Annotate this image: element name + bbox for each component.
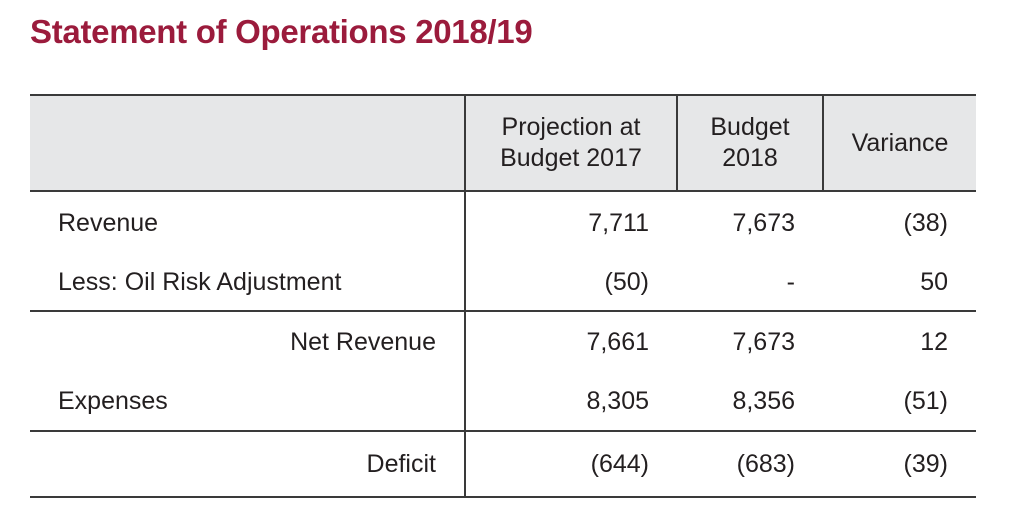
row-projection: (644) xyxy=(464,431,677,497)
header-budget-line2: 2018 xyxy=(722,144,778,172)
page-title: Statement of Operations 2018/19 xyxy=(30,13,533,50)
row-projection: 7,661 xyxy=(464,311,677,372)
table-header: Projection at Budget 2017 Budget 2018 Va… xyxy=(30,95,976,191)
header-label-cell xyxy=(30,95,465,191)
table-row-net-revenue: Net Revenue 7,661 7,673 12 xyxy=(30,311,976,372)
row-budget: 8,356 xyxy=(732,386,795,415)
row-variance: (39) xyxy=(903,449,948,478)
header-row: Projection at Budget 2017 Budget 2018 Va… xyxy=(30,95,976,191)
header-projection: Projection at Budget 2017 xyxy=(464,95,677,191)
row-variance: (38) xyxy=(903,208,948,237)
header-variance: Variance xyxy=(822,95,976,191)
table-row-oil-risk-adjustment: Less: Oil Risk Adjustment (50) - 50 xyxy=(30,254,976,311)
row-label: Net Revenue xyxy=(290,327,436,356)
header-projection-line1: Projection at xyxy=(501,113,641,141)
header-budget-line1: Budget xyxy=(710,113,790,141)
row-budget: 7,673 xyxy=(732,327,795,356)
row-variance: (51) xyxy=(903,386,948,415)
row-projection: 8,305 xyxy=(464,372,677,431)
table-body: Revenue 7,711 7,673 (38) Less: Oil Risk … xyxy=(30,191,976,497)
row-projection: 7,711 xyxy=(464,191,677,254)
statement-table: Projection at Budget 2017 Budget 2018 Va… xyxy=(30,94,976,498)
row-label: Expenses xyxy=(58,386,168,415)
table-row-expenses: Expenses 8,305 8,356 (51) xyxy=(30,372,976,431)
row-variance: 12 xyxy=(920,327,948,356)
row-label: Less: Oil Risk Adjustment xyxy=(58,267,342,296)
row-budget: 7,673 xyxy=(732,208,795,237)
table-row-deficit: Deficit (644) (683) (39) xyxy=(30,431,976,497)
row-budget: (683) xyxy=(736,449,795,478)
table-row-revenue: Revenue 7,711 7,673 (38) xyxy=(30,191,976,254)
row-budget: - xyxy=(786,267,795,296)
row-label: Revenue xyxy=(58,208,159,237)
header-projection-line2: Budget 2017 xyxy=(500,144,642,172)
row-variance: 50 xyxy=(920,267,948,296)
header-budget: Budget 2018 xyxy=(676,95,823,191)
row-projection: (50) xyxy=(464,254,677,311)
row-label: Deficit xyxy=(366,449,436,478)
